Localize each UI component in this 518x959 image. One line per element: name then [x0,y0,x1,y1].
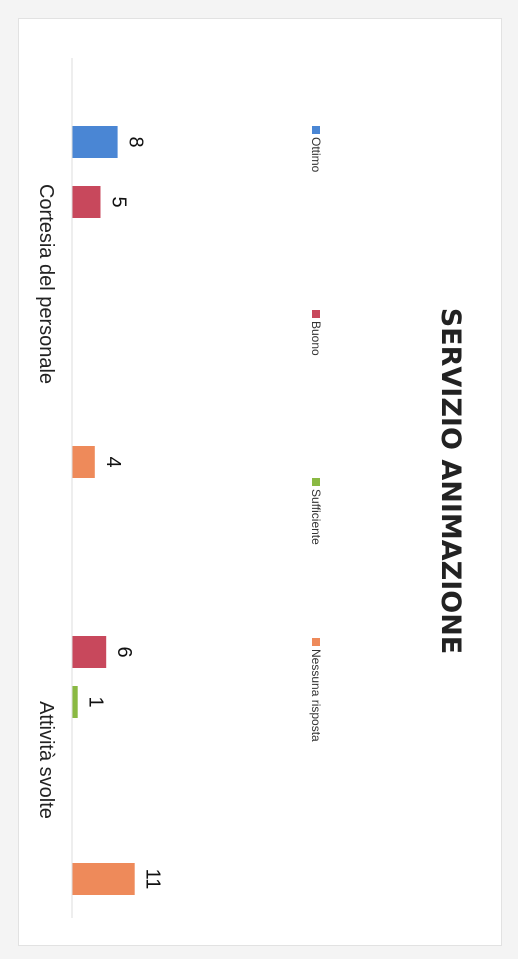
legend-swatch [312,638,320,646]
legend-label: Sufficiente [309,489,323,545]
category-labels: Cortesia del personale Attività svolte [35,184,57,819]
bar-nessuna-risposta [71,446,95,478]
bar-chart: SERVIZIO ANIMAZIONE Ottimo Buono Sufficien… [35,58,466,918]
legend-label: Ottimo [309,137,323,173]
category-label: Attività svolte [35,701,57,819]
legend-label: Buono [309,321,323,356]
chart-sheet [18,18,502,946]
value-label: 4 [102,456,124,467]
bar-ottimo [72,126,118,158]
value-label: 1 [85,696,107,707]
bar-nessuna-risposta [72,863,135,895]
legend: Ottimo Buono Sufficiente Nessuna risposta [309,126,323,742]
legend-swatch [312,478,320,486]
legend-item-sufficiente: Sufficiente [309,478,323,545]
chart-container: SERVIZIO ANIMAZIONE Ottimo Buono Sufficien… [18,18,500,944]
chart-title: SERVIZIO ANIMAZIONE [435,308,466,655]
value-label: 6 [113,646,135,657]
value-label: 11 [142,869,164,890]
value-label: 5 [108,196,130,207]
legend-item-ottimo: Ottimo [309,126,323,173]
legend-item-buono: Buono [309,310,323,356]
category-label: Cortesia del personale [35,184,57,384]
value-label: 8 [125,136,147,147]
legend-item-nessuna-risposta: Nessuna risposta [309,638,323,742]
bar-buono [72,636,107,668]
legend-swatch [312,126,320,134]
bar-sufficiente [72,686,78,718]
bar-buono [72,186,101,218]
legend-swatch [312,310,320,318]
bars [71,126,135,895]
legend-label: Nessuna risposta [309,649,323,742]
